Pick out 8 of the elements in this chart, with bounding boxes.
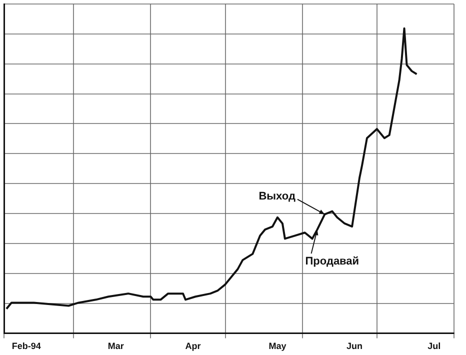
annotation: Выход	[258, 190, 296, 202]
x-tick-label: Apr	[185, 341, 202, 352]
x-tick-label: Mar	[108, 341, 124, 352]
x-tick-label: Jul	[428, 341, 441, 352]
x-tick-label: May	[268, 341, 286, 352]
x-tick-label: Jun	[346, 341, 363, 352]
x-tick-label: Feb-94	[12, 341, 41, 352]
annotation: Продавай	[305, 256, 360, 268]
